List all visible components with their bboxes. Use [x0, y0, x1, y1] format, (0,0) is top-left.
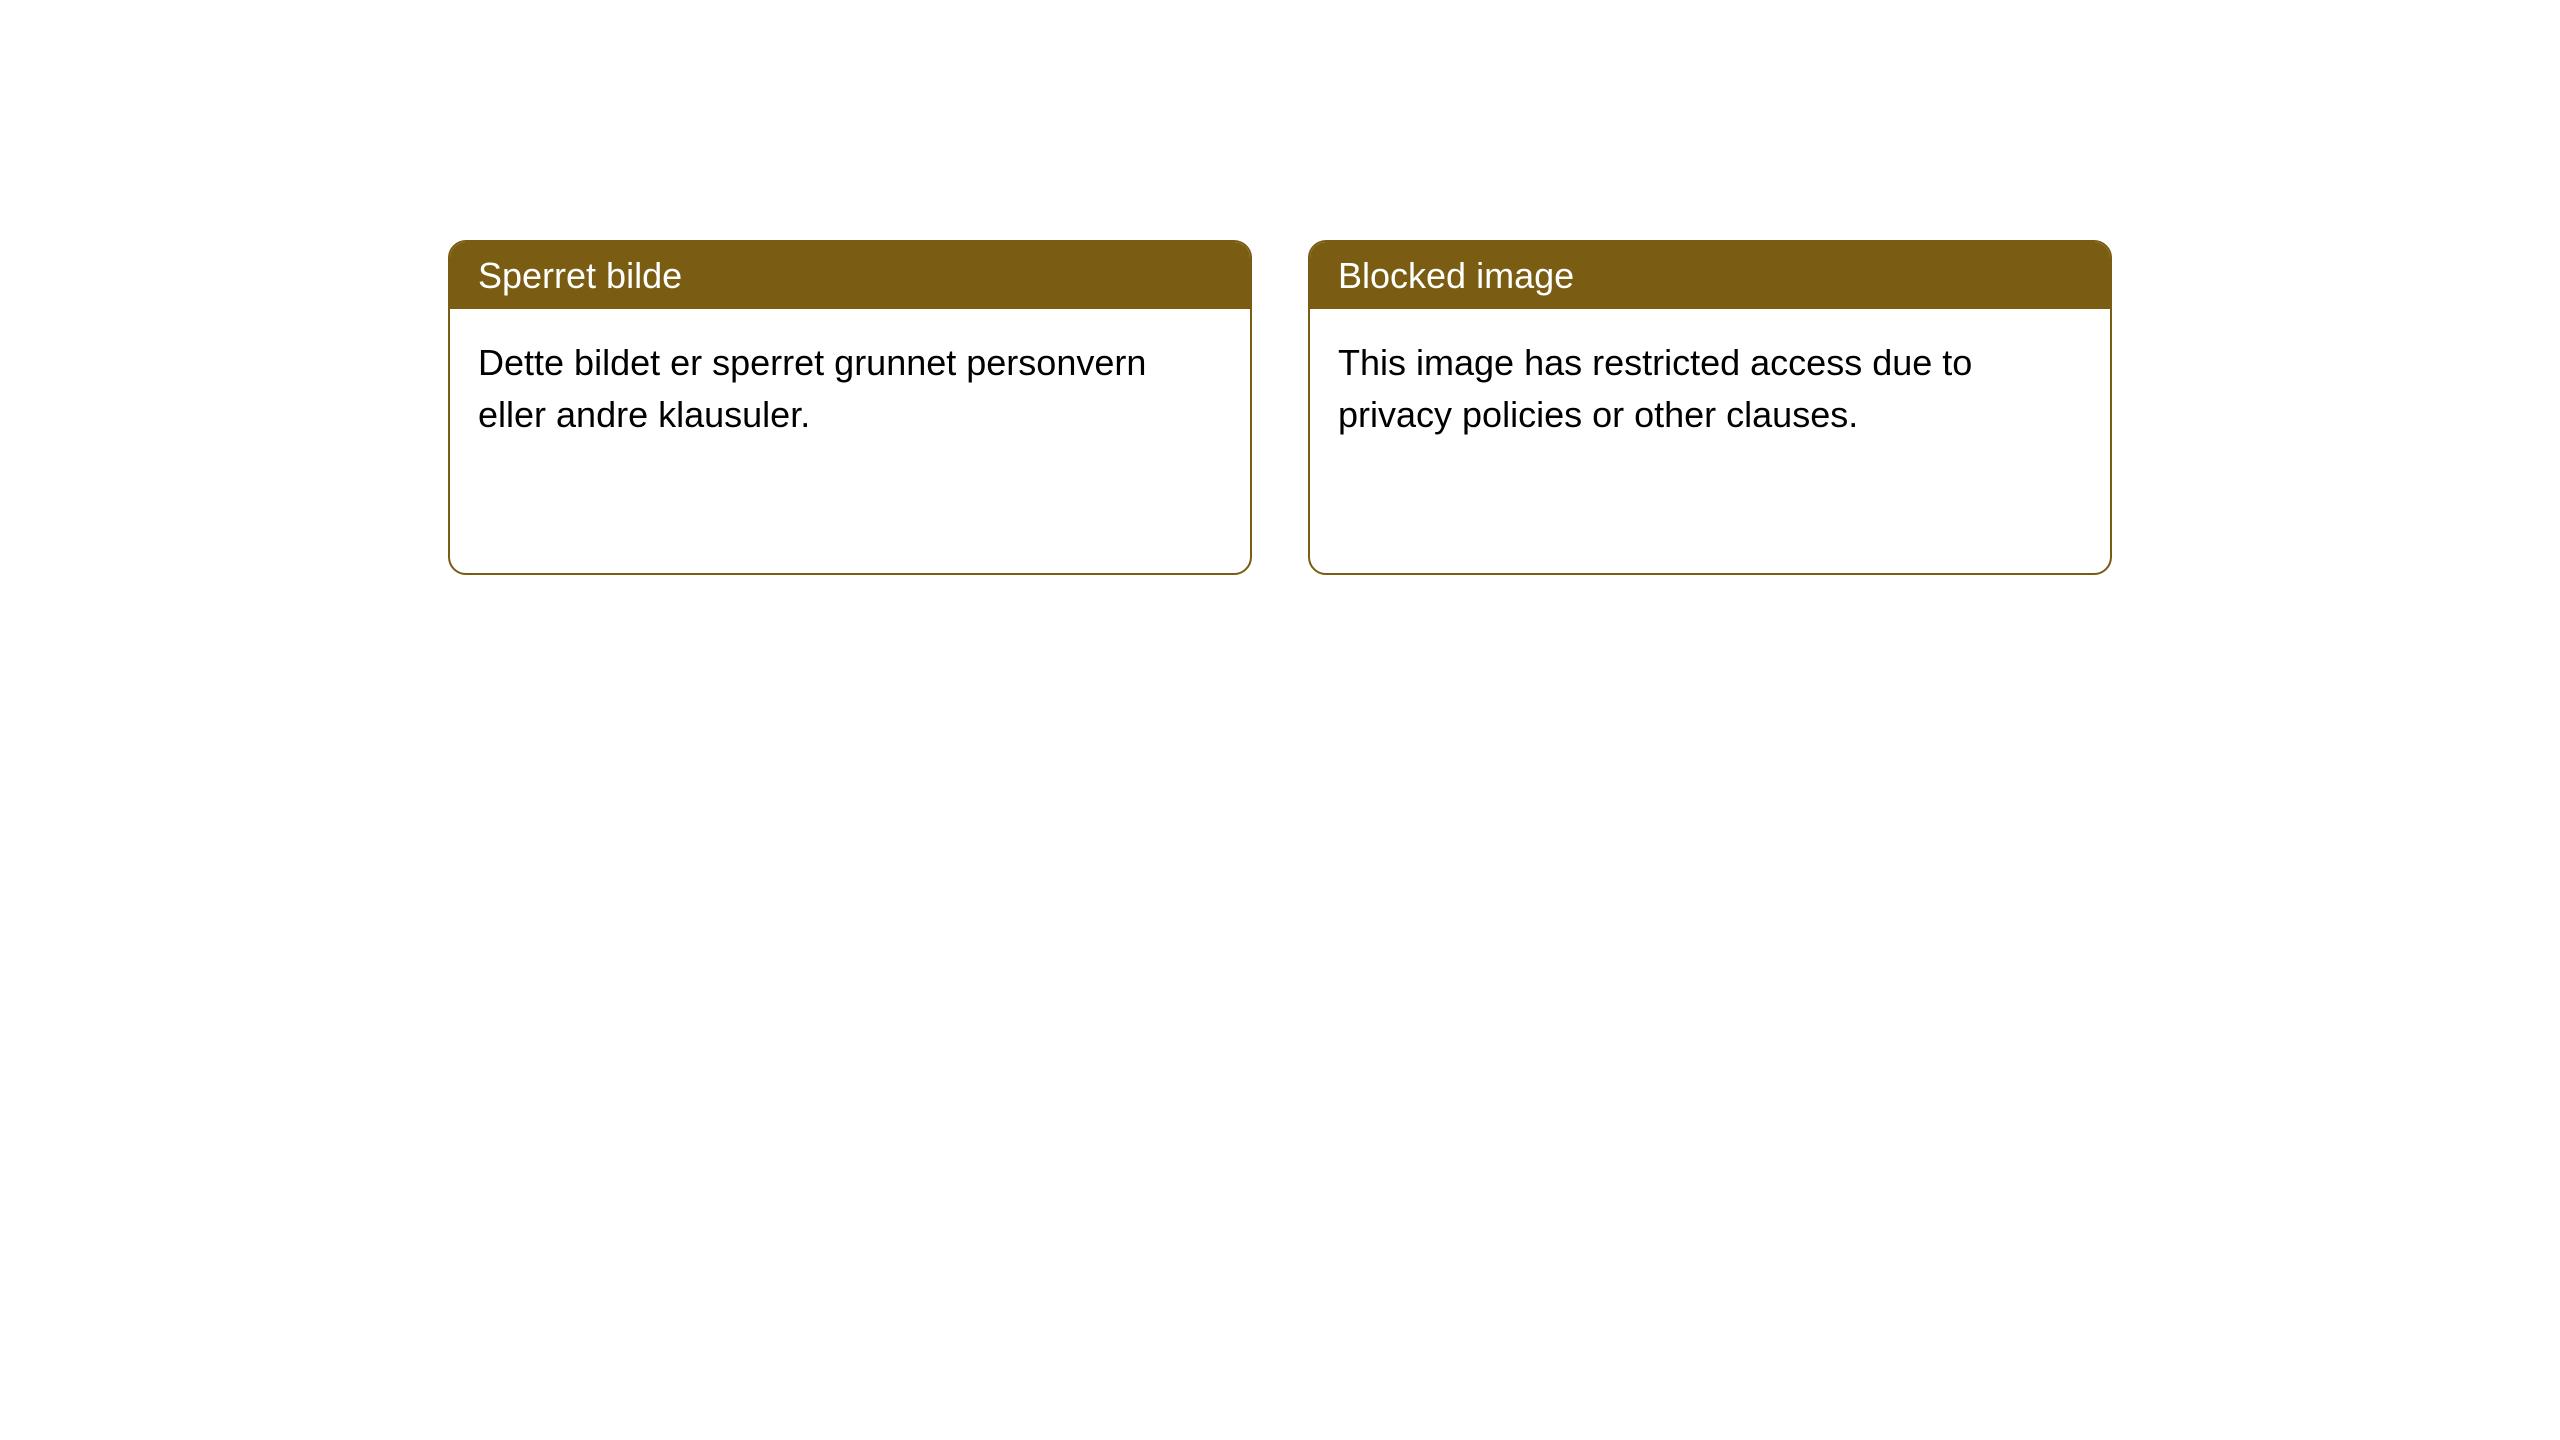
- card-header: Blocked image: [1310, 242, 2110, 309]
- card-body-text: This image has restricted access due to …: [1338, 342, 1972, 435]
- blocked-image-card-no: Sperret bilde Dette bildet er sperret gr…: [448, 240, 1252, 575]
- card-body: This image has restricted access due to …: [1310, 309, 2110, 469]
- card-title: Blocked image: [1338, 255, 1574, 296]
- card-container: Sperret bilde Dette bildet er sperret gr…: [0, 0, 2560, 575]
- blocked-image-card-en: Blocked image This image has restricted …: [1308, 240, 2112, 575]
- card-body: Dette bildet er sperret grunnet personve…: [450, 309, 1250, 469]
- card-title: Sperret bilde: [478, 255, 682, 296]
- card-body-text: Dette bildet er sperret grunnet personve…: [478, 342, 1146, 435]
- card-header: Sperret bilde: [450, 242, 1250, 309]
